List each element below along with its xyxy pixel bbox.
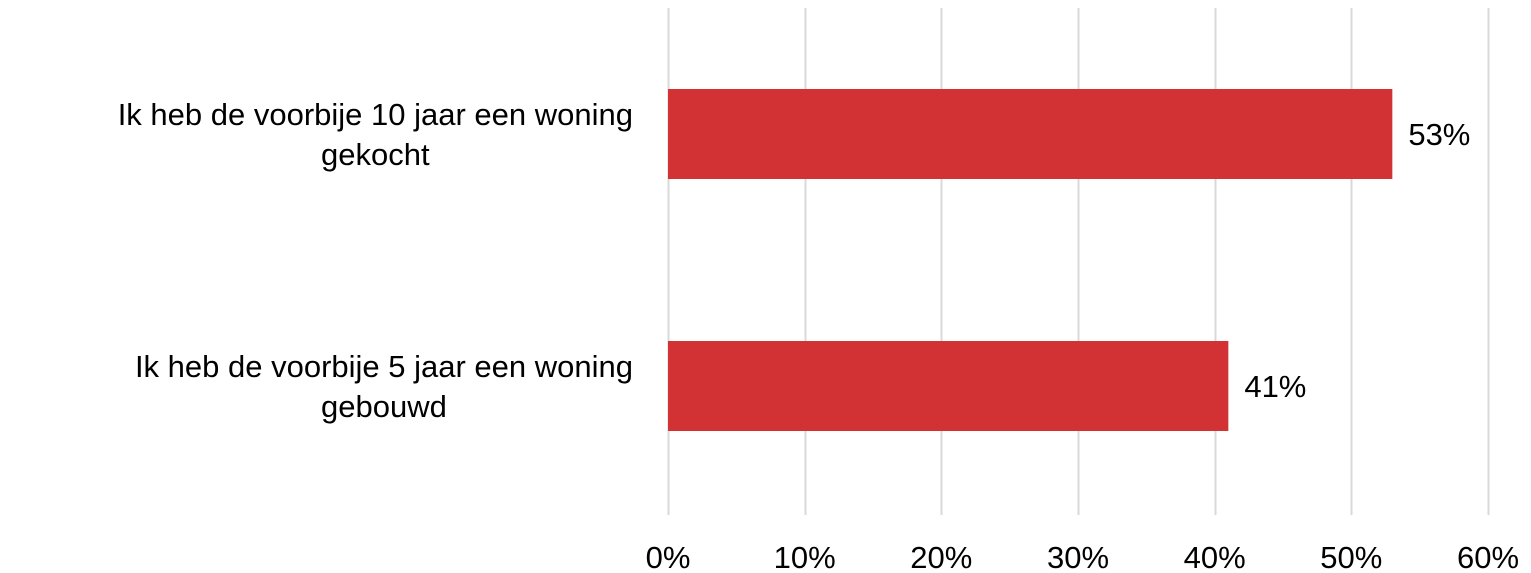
- x-tick-label: 50%: [1320, 540, 1382, 573]
- category-label: Ik heb de voorbije 10 jaar een woning gek…: [118, 97, 633, 172]
- gridlines: [667, 8, 1490, 515]
- data-label: 53%: [1408, 117, 1470, 152]
- x-tick-label: 60%: [1457, 540, 1519, 573]
- x-tick-label: 10%: [774, 540, 836, 573]
- x-tick-label: 0%: [646, 540, 691, 573]
- category-label: Ik heb de voorbije 5 jaar een woning gebo…: [135, 349, 633, 424]
- x-tick-label: 20%: [910, 540, 972, 573]
- data-label: 41%: [1244, 369, 1306, 404]
- bar: [668, 341, 1229, 431]
- x-tick-label: 30%: [1047, 540, 1109, 573]
- x-tick-label: 40%: [1184, 540, 1246, 573]
- labels: 0% 10% 20% 30% 40% 50% 60% 53% Ik heb de voorbij…: [118, 97, 1519, 573]
- bars: [668, 89, 1393, 431]
- bar: [668, 89, 1393, 179]
